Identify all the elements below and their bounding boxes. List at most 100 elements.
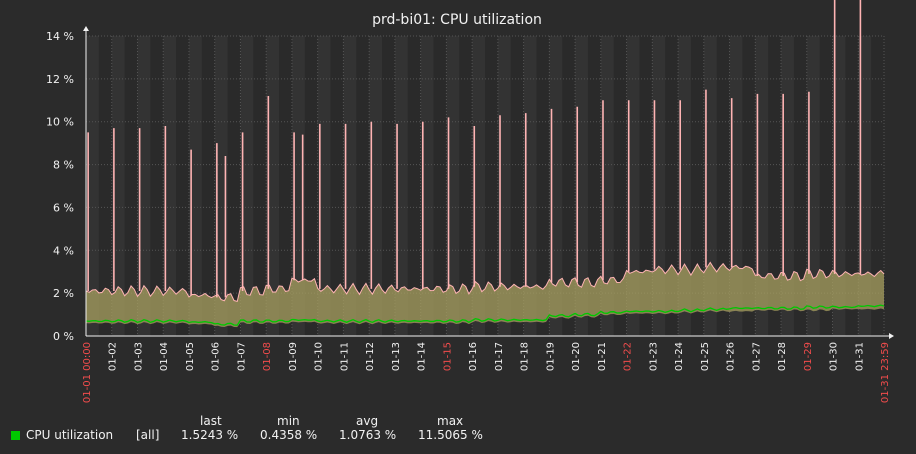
x-tick: 01-25 <box>700 342 711 371</box>
avg-line <box>85 304 885 326</box>
legend-header-last: last <box>200 414 222 428</box>
night-shade <box>227 36 241 336</box>
y-tick-label: 0 % <box>53 330 74 343</box>
night-shade <box>562 36 576 336</box>
x-tick: 01-20 <box>571 342 582 371</box>
night-shade <box>613 36 627 336</box>
x-tick-label: 01-12 <box>365 342 376 371</box>
x-tick: 01-03 <box>133 342 144 371</box>
night-shade <box>587 36 601 336</box>
x-tick: 01-21 <box>597 342 608 371</box>
y-tick-label: 6 % <box>53 201 74 214</box>
x-tick-label: 01-19 <box>545 342 556 371</box>
legend-value-avg: 1.0763 % <box>339 428 397 442</box>
series-max-line <box>85 0 885 303</box>
x-tick: 01-11 <box>339 342 350 371</box>
x-tick-label: 01-04 <box>159 342 170 371</box>
night-shade <box>253 36 267 336</box>
x-tick-label: 01-17 <box>494 342 505 371</box>
x-tick: 01-26 <box>726 342 737 371</box>
y-tick-label: 4 % <box>53 244 74 257</box>
max-line <box>85 261 885 303</box>
y-tick-label: 10 % <box>46 116 74 129</box>
x-tick: 01-31 <box>854 342 865 371</box>
y-tick-label: 14 % <box>46 30 74 43</box>
x-tick-label: 01-27 <box>751 342 762 371</box>
x-tick-label: 01-06 <box>211 342 222 371</box>
x-tick: 01-16 <box>468 342 479 371</box>
night-shade <box>124 36 138 336</box>
x-tick-label: 01-11 <box>339 342 350 371</box>
x-tick-label: 01-07 <box>236 342 247 371</box>
night-shade <box>356 36 370 336</box>
x-tick-label: 01-29 <box>803 342 814 371</box>
x-tick: 01-18 <box>520 342 531 371</box>
night-shade <box>845 36 859 336</box>
legend-header-max: max <box>437 414 464 428</box>
night-shade <box>459 36 473 336</box>
night-shade <box>201 36 215 336</box>
x-tick-label: 01-15 <box>442 342 453 371</box>
x-tick-label: 01-16 <box>468 342 479 371</box>
x-tick-label: 01-26 <box>726 342 737 371</box>
x-tick-label: 01-23 <box>648 342 659 371</box>
night-shade <box>279 36 292 336</box>
minmax-band <box>86 262 884 328</box>
x-tick: 01-31 23:59 <box>880 342 891 403</box>
night-shade <box>150 36 164 336</box>
night-shade <box>768 36 782 336</box>
x-tick: 01-10 <box>314 342 325 371</box>
legend-header-avg: avg <box>356 414 379 428</box>
x-tick-label: 01-03 <box>133 342 144 371</box>
x-tick-label: 01-08 <box>262 342 273 371</box>
x-tick: 01-14 <box>417 342 428 371</box>
legend-series-item: [all] <box>136 428 160 442</box>
night-shade <box>330 36 344 336</box>
x-tick: 01-06 <box>211 342 222 371</box>
x-tick-label: 01-13 <box>391 342 402 371</box>
series-avg-line <box>85 304 885 326</box>
x-tick: 01-04 <box>159 342 170 371</box>
legend-value-max: 11.5065 % <box>418 428 483 442</box>
x-tick-label: 01-09 <box>288 342 299 371</box>
x-tick-label: 01-22 <box>623 342 634 371</box>
night-shade <box>382 36 395 336</box>
night-shade <box>304 36 318 336</box>
x-axis-arrow <box>889 333 894 339</box>
x-tick: 01-19 <box>545 342 556 371</box>
x-tick-label: 01-28 <box>777 342 788 371</box>
x-tick: 01-01 00:00 <box>82 342 93 403</box>
x-tick: 01-12 <box>365 342 376 371</box>
x-tick-label: 01-25 <box>700 342 711 371</box>
legend-series-name: CPU utilization <box>26 428 114 442</box>
x-tick-label: 01-02 <box>108 342 119 371</box>
night-shade <box>639 36 653 336</box>
night-shade <box>742 36 756 336</box>
y-tick-labels: 0 % 2 % 4 % 6 % 8 % 10 % 12 % 14 % <box>46 30 74 343</box>
legend-value-min: 0.4358 % <box>260 428 318 442</box>
x-tick: 01-07 <box>236 342 247 371</box>
legend-color-swatch <box>11 431 20 440</box>
night-shade <box>485 36 498 336</box>
y-tick-label: 8 % <box>53 159 74 172</box>
x-tick-label: 01-21 <box>597 342 608 371</box>
x-tick-label: 01-18 <box>520 342 531 371</box>
x-tick: 01-02 <box>108 342 119 371</box>
night-shade <box>176 36 189 336</box>
night-shade <box>433 36 447 336</box>
axes <box>83 26 894 339</box>
x-tick-label: 01-20 <box>571 342 582 371</box>
x-tick: 01-23 <box>648 342 659 371</box>
x-tick-label: 01-31 <box>854 342 865 371</box>
night-shade <box>510 36 524 336</box>
night-shade <box>665 36 679 336</box>
x-tick: 01-13 <box>391 342 402 371</box>
x-tick: 01-08 <box>262 342 273 371</box>
legend-value-last: 1.5243 % <box>181 428 239 442</box>
x-tick: 01-27 <box>751 342 762 371</box>
x-tick-label: 01-01 00:00 <box>82 342 93 403</box>
chart-title: prd-bi01: CPU utilization <box>372 12 542 28</box>
x-tick-label: 01-14 <box>417 342 428 371</box>
x-tick: 01-28 <box>777 342 788 371</box>
x-tick-label: 01-05 <box>185 342 196 371</box>
